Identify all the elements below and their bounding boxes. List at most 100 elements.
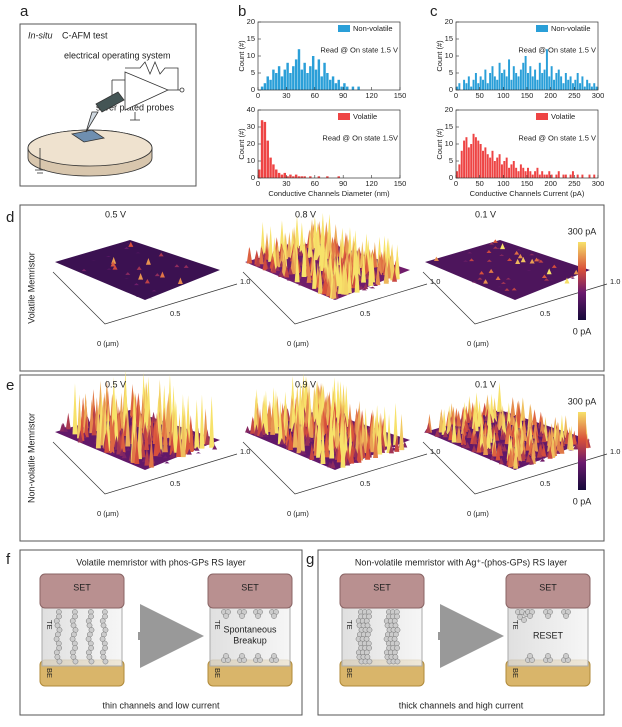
bar: [260, 86, 264, 90]
bar: [498, 154, 501, 178]
top-electrode: [207, 573, 293, 609]
surface-peak: [471, 444, 477, 453]
bar: [560, 76, 563, 90]
surface-peak: [347, 227, 353, 264]
y-tick-label: 0: [251, 173, 255, 182]
bar: [583, 86, 586, 90]
surface-peak: [573, 444, 579, 450]
bar: [357, 86, 360, 90]
surface-peak: [498, 444, 504, 456]
surface-peak: [194, 399, 200, 449]
bar: [522, 167, 525, 178]
surface-axis: [52, 271, 238, 325]
surface-peak: [340, 428, 346, 468]
surface-peak: [467, 252, 473, 254]
bead: [366, 658, 373, 665]
axis-tick-label: 1.0: [610, 447, 620, 456]
surface-peak: [312, 250, 318, 289]
surface-peak: [268, 439, 274, 442]
bar: [463, 79, 466, 90]
bar: [571, 171, 574, 178]
bar: [317, 176, 321, 178]
surface-peak: [377, 414, 383, 455]
surface-peak: [296, 421, 302, 454]
bead: [394, 645, 400, 651]
bar: [331, 76, 335, 90]
surface-peak: [343, 385, 349, 428]
surface-peak: [528, 422, 534, 448]
bar: [545, 49, 548, 90]
bead: [239, 653, 245, 659]
surface-peak: [538, 430, 544, 437]
annotation: Read @ On state 1.5V: [322, 134, 398, 143]
bar: [510, 164, 513, 178]
surface-peak: [144, 279, 150, 284]
bar: [269, 157, 272, 178]
bar: [351, 86, 355, 90]
x-tick-label: 300: [592, 179, 605, 188]
surface-peak: [530, 442, 536, 464]
axis-tick-label: 0.5: [170, 309, 180, 318]
surface-peak: [564, 277, 570, 284]
surface-peak: [146, 408, 152, 444]
surface-peak: [298, 261, 304, 266]
y-tick-label: 40: [247, 105, 255, 114]
note: Breakup: [233, 635, 267, 645]
axis-tick-label: 0.5: [540, 479, 550, 488]
surface-peak: [346, 261, 352, 294]
surface-peak: [258, 430, 264, 438]
bar: [329, 79, 332, 90]
surface-peak: [365, 438, 371, 460]
surface-peak: [136, 414, 142, 460]
surface-peak: [500, 434, 506, 440]
x-tick-label: 150: [521, 91, 534, 100]
bar: [317, 59, 321, 90]
surface-peak: [331, 272, 337, 300]
x-tick-label: 120: [365, 179, 378, 188]
bead: [527, 613, 533, 619]
bar: [280, 174, 284, 178]
surface-peak: [516, 441, 522, 462]
surface-peak: [511, 287, 517, 291]
device: SET TE BE: [39, 573, 125, 687]
surface-peak: [314, 381, 320, 426]
surface-peak: [496, 382, 502, 412]
panel-title: In-situ: [28, 30, 53, 40]
surface-peak: [264, 245, 270, 260]
surface-peak: [304, 420, 310, 441]
bar: [579, 83, 582, 90]
bar: [562, 83, 565, 90]
surface-peak: [106, 255, 112, 257]
surface-peak: [134, 439, 140, 464]
surface-peak: [375, 263, 381, 286]
bar: [275, 73, 278, 90]
surface-peak: [349, 444, 355, 464]
bar: [512, 161, 515, 178]
surface-peak: [264, 232, 270, 257]
surface-peak: [547, 446, 553, 459]
surface-peak: [263, 390, 269, 435]
surface-peak: [140, 438, 146, 458]
surface-peak: [169, 431, 175, 455]
surface-peak: [495, 447, 501, 461]
electrode-label: SET: [539, 582, 557, 592]
bar: [337, 79, 340, 90]
surface-peak: [495, 247, 501, 249]
bar: [465, 83, 468, 90]
switching-layer: [341, 605, 423, 667]
panel-frame: [19, 23, 197, 187]
surface-peak: [507, 450, 513, 468]
surface-peak: [573, 269, 579, 275]
surface-peak: [463, 260, 469, 262]
surface-peak: [546, 268, 552, 275]
bar: [541, 171, 544, 178]
surface-peak: [505, 277, 511, 280]
surface-peak: [451, 413, 457, 443]
colorbar: [578, 242, 586, 320]
surface-peak: [297, 382, 303, 425]
x-axis-label: Conductive Channels Current (pA): [470, 189, 585, 198]
bead: [255, 613, 261, 619]
bar: [289, 174, 292, 178]
y-axis-label: Count (#): [237, 128, 246, 160]
surface-peak: [539, 415, 545, 434]
